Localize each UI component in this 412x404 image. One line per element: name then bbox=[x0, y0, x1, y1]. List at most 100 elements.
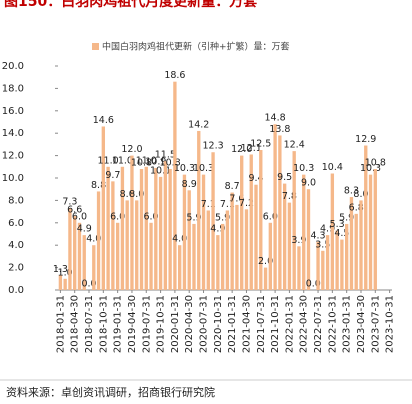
bar bbox=[321, 250, 325, 290]
bar bbox=[144, 166, 148, 290]
value-label: 4.9 bbox=[320, 224, 335, 235]
value-label: 7.2 bbox=[239, 198, 254, 209]
value-label: 1.0 bbox=[58, 267, 73, 278]
value-label: 3.9 bbox=[291, 235, 306, 246]
bar bbox=[368, 174, 373, 290]
y-tick-label: 20.0 bbox=[2, 61, 24, 72]
legend-label: 中国白羽肉鸡祖代更新（引种+扩繁）量：万套 bbox=[102, 41, 290, 53]
bar bbox=[220, 223, 225, 290]
value-label: 5.9 bbox=[215, 212, 230, 223]
bar bbox=[278, 135, 282, 290]
x-tick-label: 2018-07-31 bbox=[84, 295, 95, 353]
bar bbox=[101, 126, 105, 290]
value-label: 14.8 bbox=[265, 113, 286, 124]
value-label: 10.8 bbox=[131, 158, 152, 169]
x-tick-label: 2022-10-31 bbox=[327, 295, 338, 353]
bar bbox=[178, 245, 182, 290]
bar bbox=[292, 151, 296, 290]
value-label: 9.4 bbox=[248, 173, 263, 184]
bar bbox=[125, 200, 129, 290]
bar bbox=[254, 184, 258, 290]
x-tick-label: 2021-10-31 bbox=[270, 295, 281, 353]
x-tick-label: 2018-10-31 bbox=[98, 295, 109, 353]
value-label: 4.5 bbox=[334, 228, 349, 239]
bar bbox=[115, 222, 120, 290]
bar bbox=[330, 173, 335, 290]
value-label: 11.0 bbox=[136, 155, 157, 166]
bar bbox=[187, 190, 191, 290]
value-label: 18.6 bbox=[164, 70, 185, 81]
value-label: 6.0 bbox=[143, 211, 158, 222]
value-label: 3.5 bbox=[315, 239, 330, 250]
x-tick-label: 2020-01-31 bbox=[170, 295, 181, 353]
source: 资料来源：卓创资讯调研，招商银行研究院 bbox=[6, 385, 215, 399]
bar bbox=[325, 235, 330, 290]
y-tick-label: 8.0 bbox=[8, 195, 24, 206]
bar bbox=[273, 124, 277, 291]
value-label: 7.3 bbox=[62, 197, 77, 208]
value-label: 10.8 bbox=[160, 158, 181, 169]
value-label: 5.9 bbox=[186, 212, 201, 223]
x-tick-label: 2019-10-31 bbox=[156, 295, 167, 353]
value-label: 12.1 bbox=[241, 143, 262, 154]
bar bbox=[316, 241, 320, 290]
bar bbox=[263, 267, 268, 290]
bar bbox=[225, 210, 230, 290]
y-tick-label: 4.0 bbox=[8, 240, 24, 251]
value-label: 14.2 bbox=[188, 119, 209, 130]
x-tick-label: 2023-07-31 bbox=[370, 295, 381, 353]
value-label: 2.0 bbox=[258, 256, 273, 267]
value-label: 10.4 bbox=[322, 162, 343, 173]
value-label: 8.9 bbox=[182, 179, 197, 190]
value-label: 12.4 bbox=[284, 140, 305, 151]
x-tick-label: 2022-04-30 bbox=[299, 295, 310, 353]
value-label: 6.0 bbox=[263, 211, 278, 222]
bar bbox=[168, 169, 172, 290]
y-tick-label: 18.0 bbox=[2, 83, 24, 94]
bar bbox=[82, 235, 86, 290]
value-label: 10.8 bbox=[365, 158, 386, 169]
y-tick-label: 0.0 bbox=[8, 285, 24, 296]
value-label: 8.0 bbox=[129, 189, 144, 200]
bar bbox=[216, 235, 220, 290]
bar bbox=[197, 130, 201, 290]
value-label: 10.3 bbox=[193, 163, 214, 174]
bar bbox=[244, 209, 249, 290]
x-tick-label: 2018-04-30 bbox=[70, 295, 81, 353]
value-label: 4.0 bbox=[86, 234, 101, 245]
value-label: 0.0 bbox=[81, 279, 96, 290]
value-label: 12.3 bbox=[202, 141, 223, 152]
value-label: 9.5 bbox=[277, 172, 292, 183]
y-tick-label: 10.0 bbox=[2, 173, 24, 184]
x-tick-label: 2020-10-31 bbox=[213, 295, 224, 353]
value-label: 7.8 bbox=[282, 191, 297, 202]
value-label: 6.6 bbox=[67, 205, 82, 216]
bar bbox=[345, 223, 349, 290]
bar bbox=[249, 154, 253, 290]
value-label: 4.9 bbox=[77, 224, 92, 235]
x-tick-label: 2019-07-31 bbox=[141, 295, 152, 353]
x-tick-label: 2022-07-31 bbox=[313, 295, 324, 353]
bar bbox=[364, 145, 368, 290]
value-label: 10.3 bbox=[360, 163, 381, 174]
bar bbox=[335, 230, 339, 290]
y-tick-label: 14.0 bbox=[2, 128, 24, 139]
value-label: 8.0 bbox=[120, 189, 135, 200]
value-label: 0.0 bbox=[306, 279, 321, 290]
bar bbox=[230, 192, 234, 290]
value-label: 6.8 bbox=[349, 202, 364, 213]
value-label: 8.3 bbox=[344, 186, 359, 197]
bar bbox=[201, 174, 206, 290]
bar bbox=[306, 189, 311, 290]
value-label: 12.0 bbox=[231, 144, 252, 155]
bar bbox=[106, 166, 110, 290]
value-label: 9.0 bbox=[301, 178, 316, 189]
bar bbox=[349, 197, 354, 290]
bar bbox=[73, 216, 77, 290]
value-label: 7.1 bbox=[220, 199, 235, 210]
bar bbox=[77, 222, 82, 290]
value-label: 11.0 bbox=[112, 155, 133, 166]
bar bbox=[92, 245, 96, 290]
x-tick-label: 2019-01-31 bbox=[113, 295, 124, 353]
